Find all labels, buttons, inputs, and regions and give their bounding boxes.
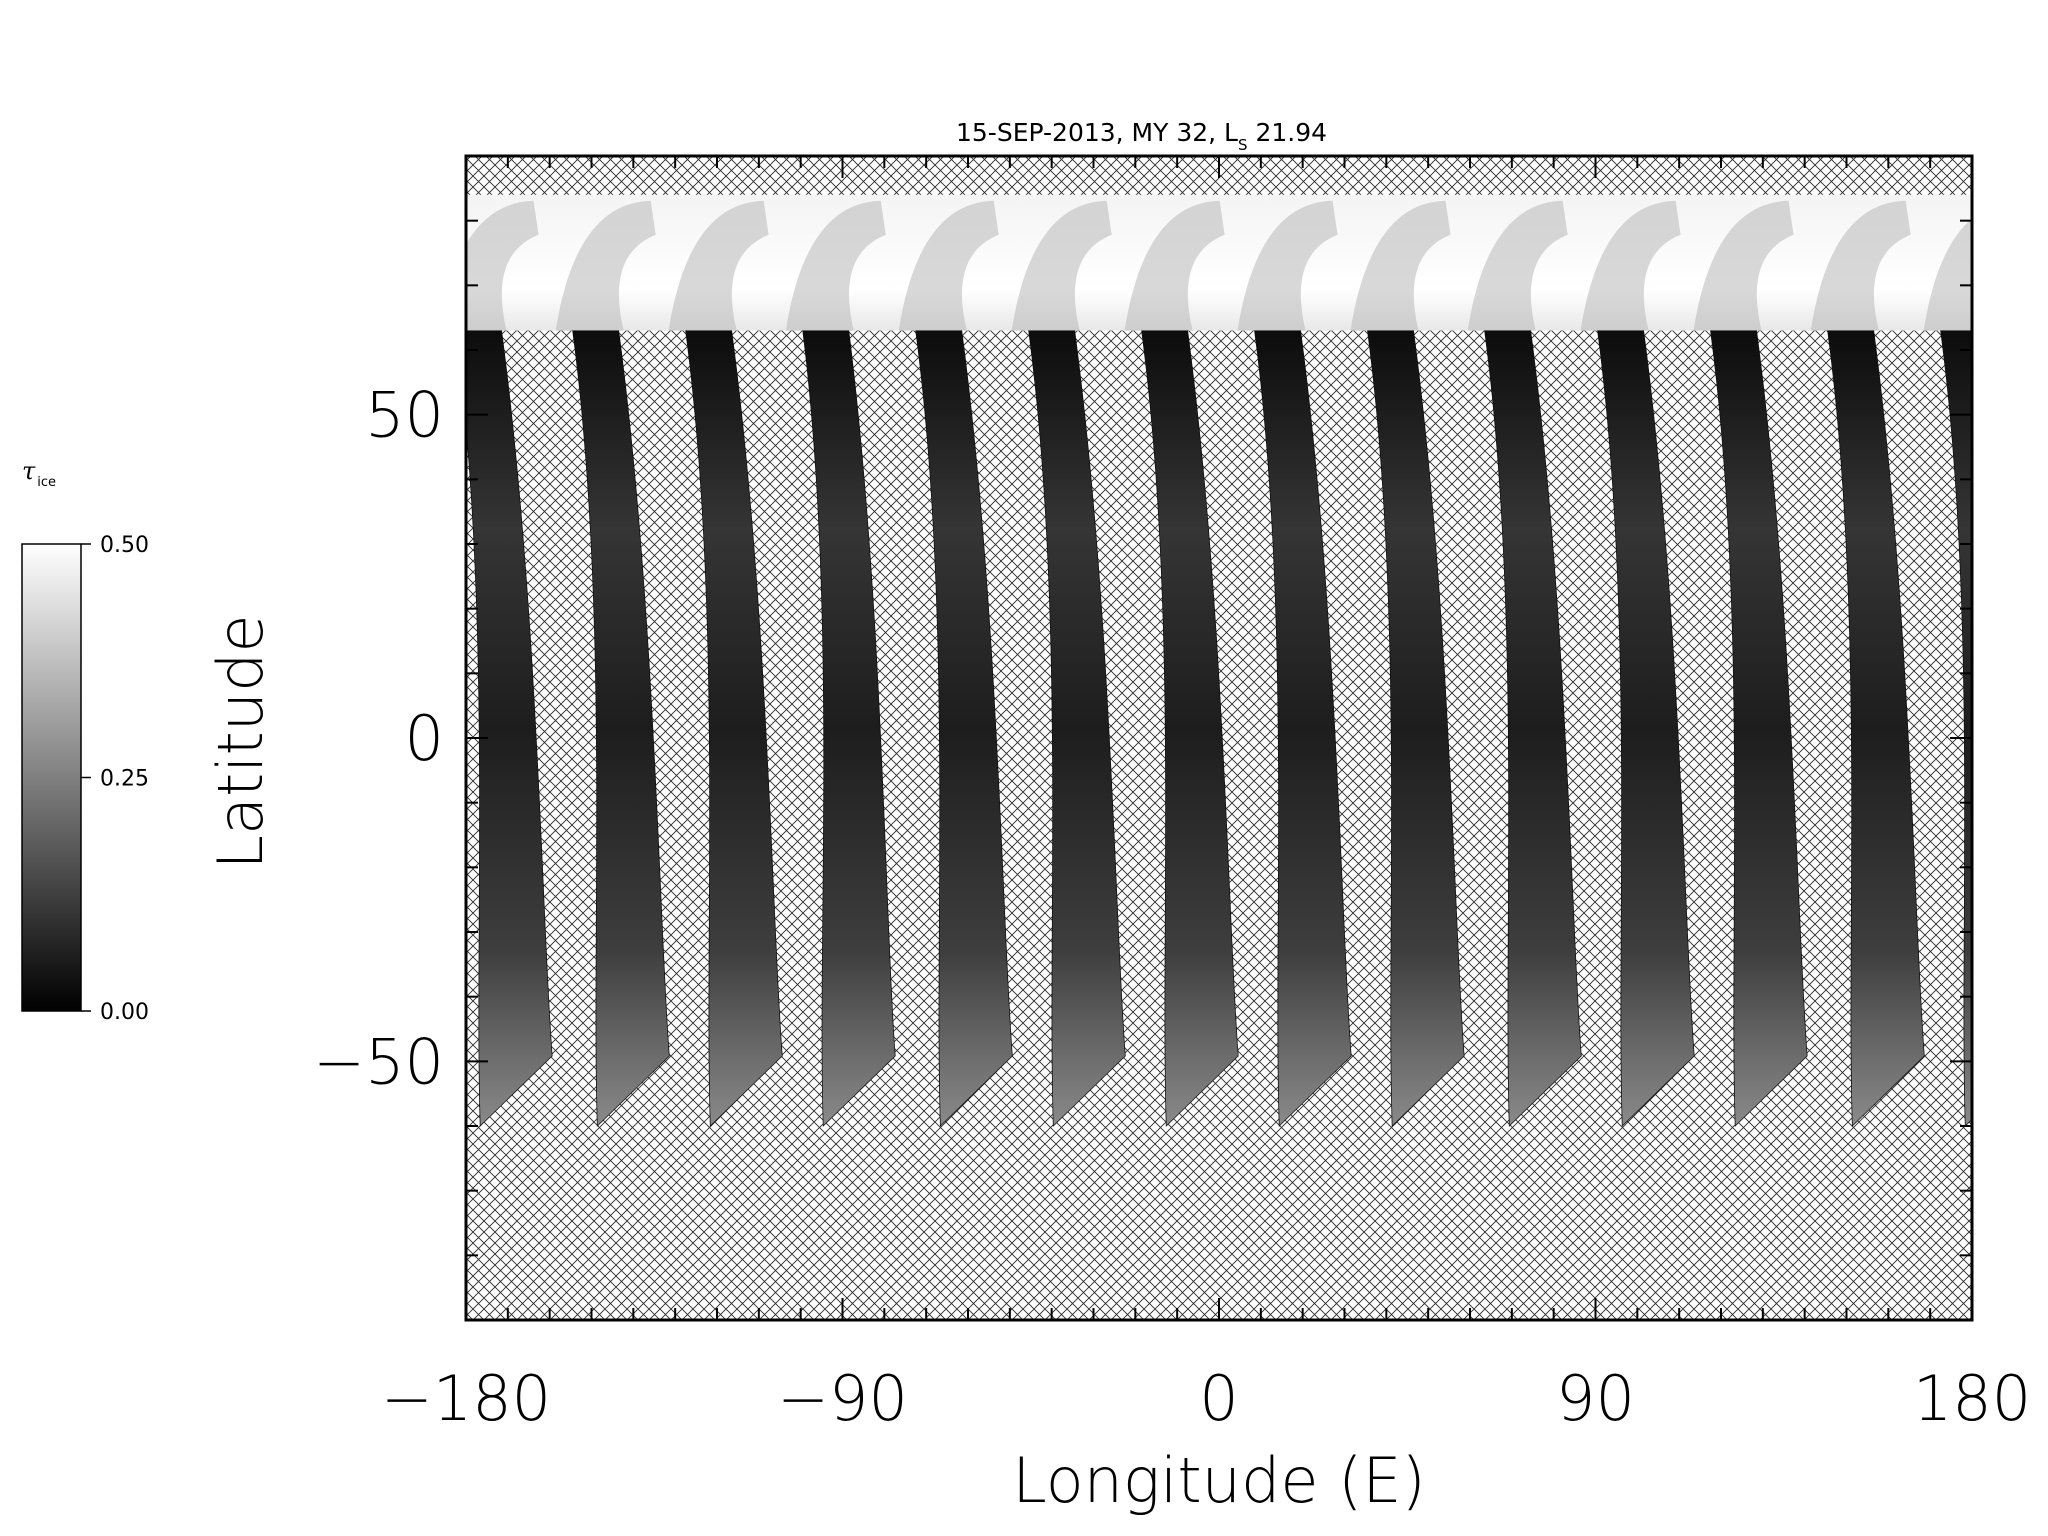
- swath-1: [466, 330, 553, 1127]
- colorbar-tick-label: 0.25: [100, 767, 149, 792]
- colorbar-tick-label: 0.50: [100, 533, 149, 558]
- y-tick-label: 50: [365, 379, 444, 452]
- swath-cap-arc-6: [1011, 200, 1112, 331]
- swath-3: [685, 330, 783, 1127]
- title-tail: 21.94: [1248, 118, 1328, 147]
- plot-area: [466, 194, 1972, 1127]
- swath-11: [1597, 330, 1695, 1127]
- swath-12: [1710, 330, 1808, 1127]
- colorbar: τ ice 0.00 0.25 0.50: [21, 457, 149, 1025]
- swath-6: [1028, 330, 1126, 1127]
- swath-8: [1254, 330, 1352, 1127]
- swath-cap-arc-7: [1124, 200, 1225, 331]
- swath-cap-arc-9: [1350, 200, 1451, 331]
- swath-5: [915, 330, 1013, 1127]
- swath-4: [802, 330, 896, 1127]
- swath-cap-arc-2: [555, 200, 656, 331]
- swath-2: [572, 330, 670, 1127]
- y-tick-label: −50: [313, 1025, 444, 1098]
- x-axis-label: Longitude (E): [1012, 1444, 1425, 1517]
- x-tick-label: −90: [777, 1362, 908, 1435]
- colorbar-title-subscript: ice: [37, 475, 56, 490]
- swath-10: [1484, 330, 1582, 1127]
- x-tick-label: 180: [1913, 1362, 2031, 1435]
- x-tick-label: 90: [1556, 1362, 1635, 1435]
- swath-cap-arc-14: [1923, 218, 1972, 331]
- swath-cap-arc-5: [898, 200, 999, 331]
- colorbar-tick-label: 0.00: [100, 1000, 149, 1025]
- swath-9: [1367, 330, 1465, 1127]
- swath-13: [1827, 330, 1925, 1127]
- swath-cap-arc-4: [785, 200, 886, 331]
- colorbar-title-symbol: τ: [22, 457, 36, 485]
- swath-cap-arc-8: [1237, 200, 1338, 331]
- colorbar-ticks: 0.00 0.25 0.50: [81, 533, 149, 1025]
- x-tick-label: 0: [1199, 1362, 1238, 1435]
- swath-cap-arc-1: [466, 200, 539, 331]
- y-axis-label: Latitude: [204, 614, 277, 869]
- title-subscript: S: [1238, 136, 1248, 154]
- y-tick-label: 0: [405, 702, 444, 775]
- title-main: 15-SEP-2013, MY 32, L: [956, 118, 1238, 147]
- swath-cap-arc-12: [1693, 200, 1794, 331]
- swath-cap-arc-11: [1580, 200, 1681, 331]
- swath-7: [1141, 330, 1239, 1127]
- swath-cap-arc-13: [1810, 200, 1911, 331]
- colorbar-gradient: [21, 543, 82, 1012]
- chart-title: 15-SEP-2013, MY 32, LS 21.94: [956, 118, 1327, 154]
- axes: −180 −90 0 90 180 50 0 −50: [313, 156, 2031, 1435]
- colorbar-title: τ ice: [22, 457, 56, 490]
- x-tick-label: −180: [381, 1362, 551, 1435]
- swath-cap-arc-3: [668, 200, 769, 331]
- swath-cap-arc-10: [1467, 200, 1568, 331]
